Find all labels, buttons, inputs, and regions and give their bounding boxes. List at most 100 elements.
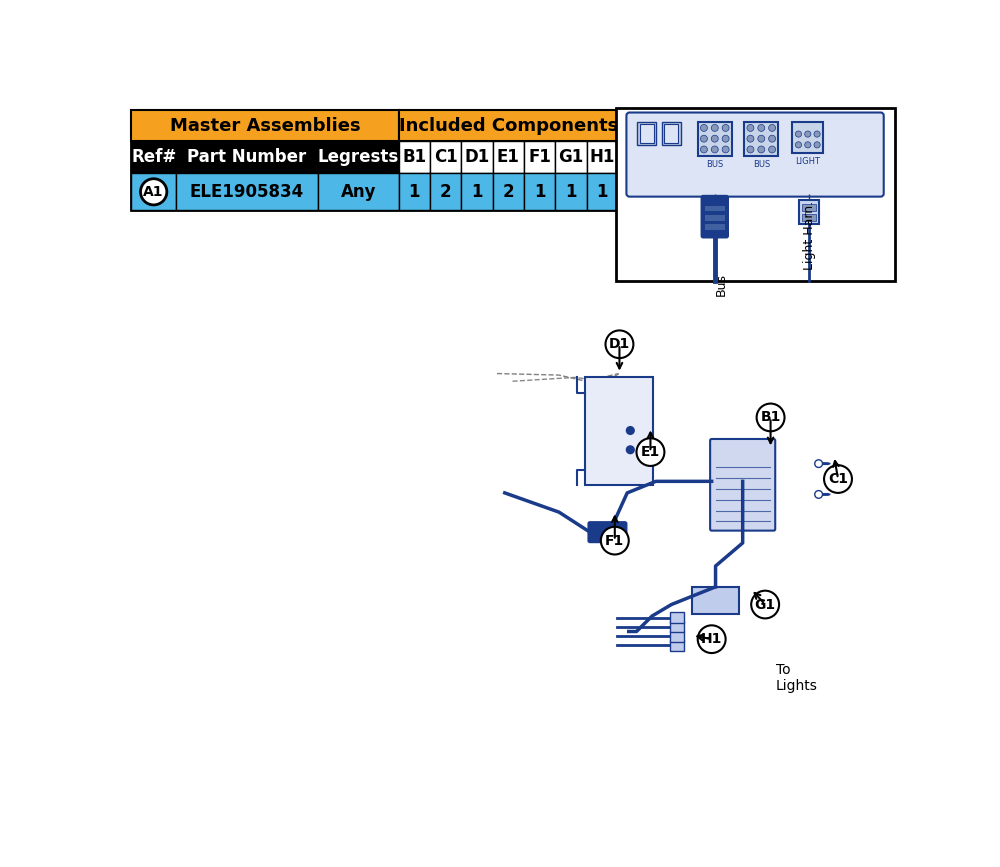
Bar bbox=[585, 377, 653, 486]
Circle shape bbox=[747, 146, 754, 153]
FancyBboxPatch shape bbox=[588, 522, 626, 542]
Circle shape bbox=[769, 146, 776, 153]
Text: BUS: BUS bbox=[753, 160, 770, 169]
Bar bbox=[692, 587, 739, 614]
Circle shape bbox=[758, 125, 765, 132]
Bar bbox=[705, 205, 725, 212]
Bar bbox=[131, 173, 176, 211]
Circle shape bbox=[805, 142, 811, 148]
Text: To
Lights: To Lights bbox=[776, 662, 818, 693]
Circle shape bbox=[606, 330, 633, 358]
Circle shape bbox=[769, 135, 776, 142]
Circle shape bbox=[795, 142, 802, 148]
Bar bbox=[670, 640, 684, 651]
FancyArrow shape bbox=[819, 463, 830, 465]
Circle shape bbox=[747, 135, 754, 142]
Bar bbox=[399, 141, 430, 173]
Bar bbox=[176, 141, 318, 173]
Bar bbox=[399, 173, 430, 211]
Text: ELE1905834: ELE1905834 bbox=[190, 183, 304, 201]
Bar bbox=[131, 141, 176, 173]
Bar bbox=[587, 141, 618, 173]
Text: Bus: Bus bbox=[715, 273, 728, 297]
Text: 1: 1 bbox=[565, 183, 577, 201]
Circle shape bbox=[637, 438, 664, 466]
Circle shape bbox=[700, 146, 707, 153]
Circle shape bbox=[722, 125, 729, 132]
Text: Light Harn.: Light Harn. bbox=[803, 200, 816, 270]
Circle shape bbox=[140, 179, 167, 205]
Text: F1: F1 bbox=[528, 148, 551, 166]
Circle shape bbox=[815, 460, 822, 467]
Circle shape bbox=[626, 427, 634, 434]
Circle shape bbox=[758, 135, 765, 142]
Bar bbox=[587, 173, 618, 211]
Text: LIGHT: LIGHT bbox=[795, 157, 820, 166]
Text: B1: B1 bbox=[402, 148, 426, 166]
Bar bbox=[430, 173, 461, 211]
Text: C1: C1 bbox=[434, 148, 457, 166]
Text: 1: 1 bbox=[534, 183, 545, 201]
Text: E1: E1 bbox=[497, 148, 520, 166]
Bar bbox=[318, 173, 399, 211]
Circle shape bbox=[698, 625, 726, 653]
Text: 1: 1 bbox=[408, 183, 420, 201]
Text: 1: 1 bbox=[596, 183, 608, 201]
Text: 1: 1 bbox=[471, 183, 483, 201]
Circle shape bbox=[795, 131, 802, 137]
Bar bbox=[640, 124, 654, 142]
Circle shape bbox=[805, 131, 811, 137]
Bar bbox=[670, 630, 684, 642]
Circle shape bbox=[751, 590, 779, 618]
Bar bbox=[524, 141, 555, 173]
FancyArrow shape bbox=[819, 493, 830, 495]
Circle shape bbox=[747, 125, 754, 132]
FancyBboxPatch shape bbox=[710, 439, 775, 531]
Bar bbox=[670, 622, 684, 632]
Circle shape bbox=[711, 135, 718, 142]
Text: H1: H1 bbox=[701, 632, 722, 646]
Bar bbox=[493, 173, 524, 211]
Circle shape bbox=[601, 527, 629, 555]
Bar bbox=[744, 121, 778, 156]
Text: D1: D1 bbox=[464, 148, 490, 166]
Text: 2: 2 bbox=[440, 183, 451, 201]
Text: H1: H1 bbox=[590, 148, 615, 166]
Bar bbox=[493, 141, 524, 173]
Text: D1: D1 bbox=[609, 337, 630, 351]
Text: B1: B1 bbox=[760, 410, 781, 425]
Bar bbox=[802, 213, 816, 220]
FancyBboxPatch shape bbox=[702, 196, 728, 238]
Text: Legrests: Legrests bbox=[318, 148, 399, 166]
Bar bbox=[524, 173, 555, 211]
Bar bbox=[802, 205, 816, 212]
Text: Master Assemblies: Master Assemblies bbox=[170, 116, 360, 134]
Bar bbox=[705, 215, 725, 220]
Bar bbox=[555, 141, 587, 173]
Circle shape bbox=[814, 131, 820, 137]
Circle shape bbox=[700, 135, 707, 142]
Bar bbox=[705, 225, 725, 230]
Bar bbox=[430, 141, 461, 173]
Text: F1: F1 bbox=[605, 533, 624, 548]
Bar bbox=[131, 110, 399, 141]
Text: 2: 2 bbox=[502, 183, 514, 201]
Text: A1: A1 bbox=[143, 185, 164, 199]
FancyBboxPatch shape bbox=[626, 113, 884, 197]
Circle shape bbox=[626, 446, 634, 453]
Bar bbox=[664, 124, 678, 142]
Circle shape bbox=[722, 146, 729, 153]
Circle shape bbox=[711, 146, 718, 153]
Bar bbox=[670, 612, 684, 623]
Circle shape bbox=[814, 142, 820, 148]
Text: G1: G1 bbox=[558, 148, 584, 166]
Circle shape bbox=[769, 125, 776, 132]
Circle shape bbox=[711, 125, 718, 132]
Text: BUS: BUS bbox=[706, 160, 723, 169]
Bar bbox=[637, 121, 656, 145]
Circle shape bbox=[758, 146, 765, 153]
Circle shape bbox=[722, 135, 729, 142]
Bar bbox=[461, 173, 493, 211]
Circle shape bbox=[700, 125, 707, 132]
Circle shape bbox=[824, 466, 852, 493]
